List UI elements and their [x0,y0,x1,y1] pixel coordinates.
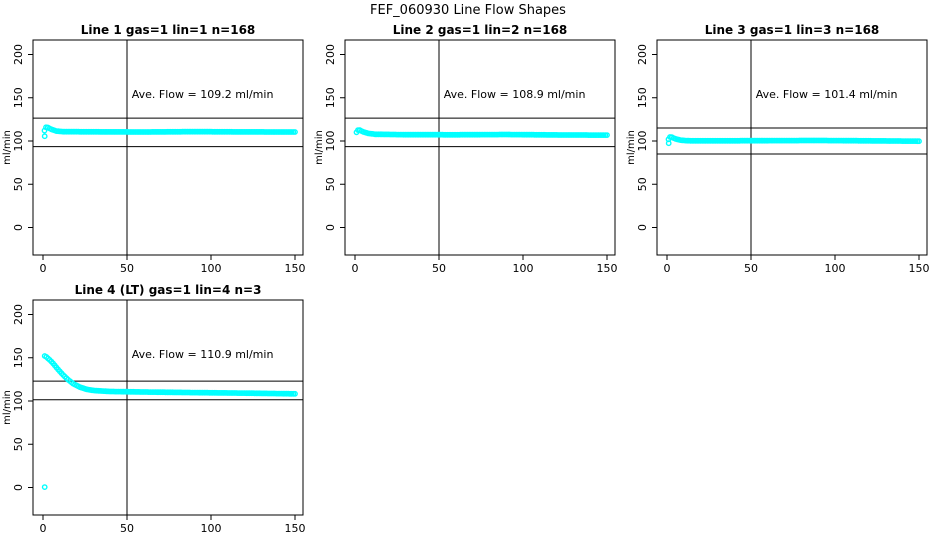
subplot-title: Line 3 gas=1 lin=3 n=168 [705,23,880,37]
y-axis-tick-label: 200 [324,44,337,65]
ave-flow-annotation: Ave. Flow = 109.2 ml/min [132,88,274,101]
y-axis-title: ml/min [314,130,325,165]
y-axis-tick-label: 150 [324,87,337,108]
y-axis-tick-label: 0 [12,224,25,231]
x-axis-tick-label: 50 [120,262,134,275]
subplot-line-1: Line 1 gas=1 lin=1 n=168 0 50 100 150 0 50 100 1… [0,20,312,280]
chart-canvas: Line 1 gas=1 lin=1 n=168 0 50 100 150 0 50 100 1… [2,23,306,275]
y-axis-tick-label: 150 [12,347,25,368]
plot-box [656,39,928,256]
plot-box [32,299,304,516]
data-point [41,484,48,491]
y-axis-title: ml/min [626,130,637,165]
x-axis-tick-label: 0 [664,262,671,275]
y-axis-tick-label: 100 [636,131,649,152]
y-axis-tick-label: 50 [12,437,25,451]
y-axis-tick-label: 50 [324,177,337,191]
subplot-line-3: Line 3 gas=1 lin=3 n=168 0 50 100 150 0 50 100 1… [624,20,936,280]
y-axis-tick-label: 50 [12,177,25,191]
x-axis-tick-label: 100 [513,262,534,275]
x-axis-tick-label: 0 [352,262,359,275]
y-axis-tick-label: 100 [324,131,337,152]
chart-canvas: Line 2 gas=1 lin=2 n=168 0 50 100 150 0 50 100 1… [314,23,618,275]
subplot-line-2: Line 2 gas=1 lin=2 n=168 0 50 100 150 0 50 100 1… [312,20,624,280]
ave-flow-annotation: Ave. Flow = 108.9 ml/min [444,88,586,101]
x-axis-tick-label: 50 [432,262,446,275]
plot-box [344,39,616,256]
data-series [41,124,298,140]
data-point [604,132,610,139]
chart-canvas: Line 3 gas=1 lin=3 n=168 0 50 100 150 0 50 100 1… [626,23,930,275]
x-axis-tick-label: 0 [40,262,47,275]
x-axis-tick-label: 150 [597,262,618,275]
x-axis-tick-label: 50 [120,522,134,535]
figure-main-title: FEF_060930 Line Flow Shapes [370,3,566,18]
y-axis-tick-label: 200 [636,44,649,65]
subplot-line-4: Line 4 (LT) gas=1 lin=4 n=3 0 50 100 150 0 50 1… [0,280,312,540]
data-series [353,127,610,139]
x-axis-tick-label: 100 [825,262,846,275]
x-axis-tick-label: 0 [40,522,47,535]
y-axis-tick-label: 200 [12,44,25,65]
data-series [41,353,298,491]
x-axis-tick-label: 100 [201,522,222,535]
x-axis-tick-label: 150 [285,262,306,275]
y-axis-title: ml/min [2,130,13,165]
x-axis-tick-label: 100 [201,262,222,275]
y-axis-tick-label: 0 [636,224,649,231]
plot-box [32,39,304,256]
y-axis-tick-label: 0 [324,224,337,231]
y-axis-tick-label: 150 [636,87,649,108]
subplot-title: Line 1 gas=1 lin=1 n=168 [81,23,256,37]
y-axis-tick-label: 150 [12,87,25,108]
y-axis-tick-label: 0 [12,484,25,491]
chart-canvas: Line 4 (LT) gas=1 lin=4 n=3 0 50 100 150 0 50 1… [2,283,306,535]
y-axis-tick-label: 100 [12,131,25,152]
y-axis-title: ml/min [2,390,13,425]
y-axis-tick-label: 50 [636,177,649,191]
data-point [916,138,922,145]
subplot-title: Line 4 (LT) gas=1 lin=4 n=3 [75,283,262,297]
y-axis-tick-label: 100 [12,391,25,412]
x-axis-tick-label: 50 [744,262,758,275]
x-axis-tick-label: 150 [285,522,306,535]
subplot-title: Line 2 gas=1 lin=2 n=168 [393,23,568,37]
data-point [41,133,48,140]
ave-flow-annotation: Ave. Flow = 101.4 ml/min [756,88,898,101]
data-point [665,140,672,147]
y-axis-tick-label: 200 [12,304,25,325]
data-point [292,390,298,397]
data-series [665,134,922,147]
ave-flow-annotation: Ave. Flow = 110.9 ml/min [132,348,274,361]
data-point [292,129,298,135]
x-axis-tick-label: 150 [909,262,930,275]
